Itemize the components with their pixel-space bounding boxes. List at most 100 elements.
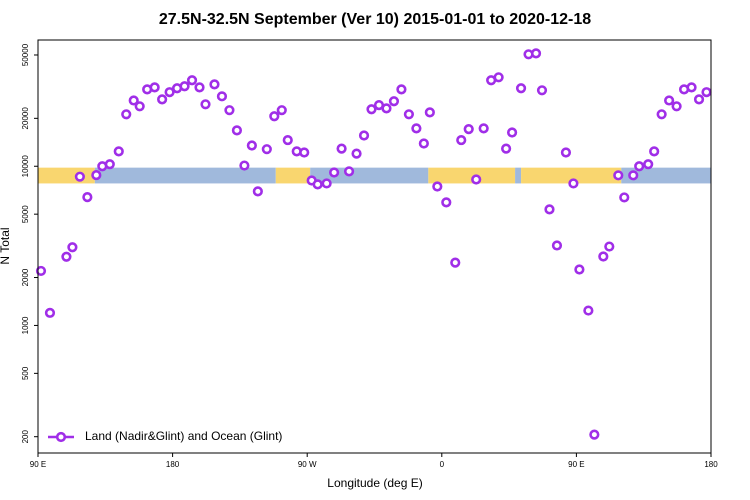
band-segment bbox=[275, 167, 311, 184]
data-point bbox=[299, 147, 310, 158]
data-point bbox=[515, 83, 527, 94]
data-point bbox=[329, 167, 340, 178]
data-point bbox=[44, 307, 56, 318]
data-point bbox=[403, 109, 414, 120]
legend-label: Land (Nadir&Glint) and Ocean (Glint) bbox=[85, 429, 282, 443]
data-point bbox=[551, 240, 563, 251]
data-point bbox=[252, 186, 263, 197]
data-point bbox=[604, 241, 615, 252]
data-point bbox=[536, 85, 548, 96]
data-point bbox=[388, 96, 400, 107]
data-point bbox=[67, 242, 78, 253]
data-point bbox=[239, 160, 250, 171]
data-point bbox=[560, 147, 572, 158]
x-tick-label: 90 W bbox=[298, 460, 317, 469]
y-tick-label: 1000 bbox=[21, 316, 30, 334]
band-segment bbox=[428, 167, 516, 184]
data-point bbox=[358, 130, 370, 141]
data-point bbox=[231, 125, 243, 136]
data-point bbox=[530, 48, 542, 59]
data-point bbox=[113, 146, 124, 157]
data-point bbox=[216, 91, 228, 102]
y-axis-label: N Total bbox=[0, 227, 12, 264]
data-point bbox=[501, 143, 512, 154]
x-tick-label: 90 E bbox=[568, 460, 584, 469]
data-point bbox=[35, 265, 47, 277]
data-point bbox=[568, 178, 579, 189]
plot-frame bbox=[37, 39, 712, 454]
y-tick-label: 50000 bbox=[21, 43, 30, 66]
data-point bbox=[186, 75, 198, 86]
data-point bbox=[424, 107, 435, 118]
data-point bbox=[441, 197, 452, 208]
data-point bbox=[74, 171, 85, 182]
data-point bbox=[276, 105, 287, 116]
data-point bbox=[134, 101, 145, 112]
data-point bbox=[396, 84, 407, 95]
data-point bbox=[450, 257, 461, 268]
data-point bbox=[121, 109, 132, 120]
data-point bbox=[200, 99, 211, 110]
data-point bbox=[336, 143, 347, 154]
y-tick-label: 500 bbox=[21, 366, 30, 380]
data-point bbox=[179, 81, 190, 92]
band-segment bbox=[521, 167, 622, 184]
data-point bbox=[643, 159, 654, 170]
data-point bbox=[574, 264, 585, 275]
data-point bbox=[506, 127, 518, 138]
data-point bbox=[456, 134, 467, 146]
data-point bbox=[157, 94, 168, 105]
data-point bbox=[418, 138, 429, 149]
data-point bbox=[321, 178, 332, 189]
data-point bbox=[269, 111, 280, 122]
data-point bbox=[664, 95, 675, 106]
data-point bbox=[613, 170, 624, 181]
data-point bbox=[598, 251, 609, 262]
band-layer bbox=[38, 167, 711, 184]
data-point bbox=[693, 94, 705, 105]
x-tick-label: 180 bbox=[166, 460, 180, 469]
y-tick-label: 200 bbox=[21, 429, 30, 443]
x-tick-label: 0 bbox=[440, 460, 445, 469]
legend-marker bbox=[55, 431, 67, 443]
band-segment bbox=[621, 167, 711, 184]
data-point bbox=[351, 148, 362, 159]
y-tick-label: 2000 bbox=[21, 268, 30, 286]
data-point bbox=[164, 87, 175, 98]
band-segment bbox=[310, 167, 429, 184]
data-point bbox=[104, 159, 115, 170]
chart-title: 27.5N-32.5N September (Ver 10) 2015-01-0… bbox=[159, 11, 591, 28]
y-tick-label: 10000 bbox=[21, 155, 30, 178]
data-point bbox=[634, 161, 645, 172]
data-point bbox=[628, 170, 639, 181]
data-point bbox=[493, 72, 504, 83]
data-point bbox=[246, 140, 257, 151]
points-layer bbox=[35, 48, 712, 440]
x-tick-label: 90 E bbox=[30, 460, 46, 469]
data-point bbox=[649, 146, 660, 157]
data-point bbox=[381, 103, 392, 114]
y-tick-label: 5000 bbox=[21, 205, 30, 223]
y-tick-label: 20000 bbox=[21, 107, 30, 130]
data-point bbox=[149, 82, 160, 93]
data-point bbox=[312, 179, 323, 190]
band-segment bbox=[38, 167, 95, 184]
data-point bbox=[478, 123, 489, 134]
data-point bbox=[91, 169, 102, 181]
data-point bbox=[343, 166, 355, 177]
data-point bbox=[471, 174, 482, 185]
data-point bbox=[583, 305, 594, 316]
data-point bbox=[701, 87, 712, 98]
data-point bbox=[366, 104, 377, 115]
x-tick-label: 180 bbox=[704, 460, 718, 469]
data-point bbox=[209, 79, 220, 90]
data-point bbox=[282, 134, 293, 146]
data-point bbox=[411, 123, 422, 134]
data-point bbox=[656, 109, 667, 120]
data-point bbox=[544, 204, 555, 215]
data-point bbox=[671, 101, 682, 112]
data-point bbox=[619, 192, 630, 203]
data-point bbox=[432, 181, 443, 192]
data-point bbox=[128, 95, 139, 106]
